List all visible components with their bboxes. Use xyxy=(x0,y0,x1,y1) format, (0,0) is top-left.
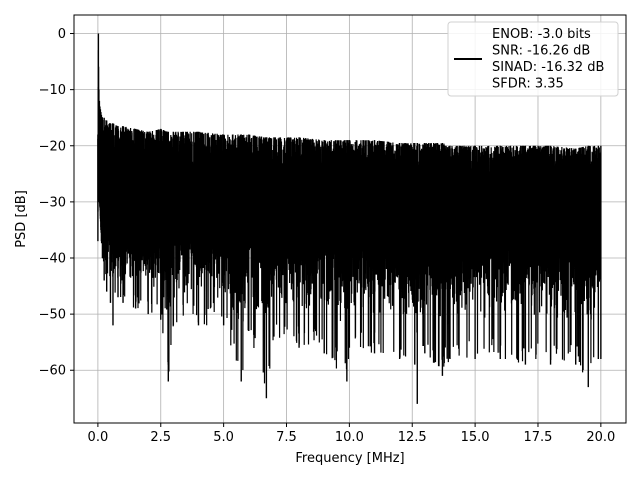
y-tick-label: 0 xyxy=(58,27,66,42)
y-axis-label: PSD [dB] xyxy=(14,190,29,248)
legend-entry-line: SFDR: 3.35 xyxy=(492,77,564,92)
y-tick-label: −20 xyxy=(39,139,66,154)
plot-frame xyxy=(73,14,627,424)
y-tick-label: −10 xyxy=(39,83,66,98)
x-tick-label: 15.0 xyxy=(461,430,490,445)
legend-box xyxy=(447,21,619,97)
x-tick-label: 5.0 xyxy=(213,430,234,445)
x-tick-label: 2.5 xyxy=(150,430,171,445)
x-tick-label: 10.0 xyxy=(335,430,364,445)
y-tick-label: −30 xyxy=(39,195,66,210)
legend-entry-line: SNR: -16.26 dB xyxy=(492,44,590,59)
x-tick-label: 17.5 xyxy=(524,430,553,445)
y-tick-label: −40 xyxy=(39,252,66,267)
series-group xyxy=(97,33,602,404)
y-tick-label: −60 xyxy=(39,364,66,379)
y-axis-ticks: 0 −10 −20 −30 −40 −50 −60 xyxy=(39,27,74,379)
x-tick-label: 0.0 xyxy=(88,430,109,445)
legend-entry-line: SINAD: -16.32 dB xyxy=(492,60,604,75)
x-tick-label: 20.0 xyxy=(586,430,615,445)
y-tick-label: −50 xyxy=(39,308,66,323)
x-tick-label: 12.5 xyxy=(398,430,427,445)
x-axis-ticks: 0.0 2.5 5.0 7.5 10.0 12.5 15.0 17.5 20.0 xyxy=(88,423,615,445)
x-axis-label: Frequency [MHz] xyxy=(295,451,404,466)
legend-entry-line: ENOB: -3.0 bits xyxy=(492,27,591,42)
x-tick-label: 7.5 xyxy=(276,430,297,445)
